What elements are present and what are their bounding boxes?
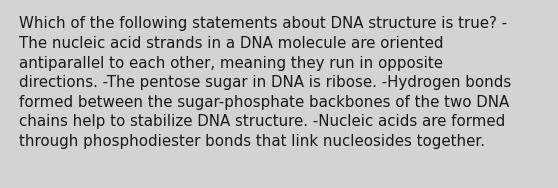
Text: Which of the following statements about DNA structure is true? -
The nucleic aci: Which of the following statements about … — [20, 16, 512, 149]
